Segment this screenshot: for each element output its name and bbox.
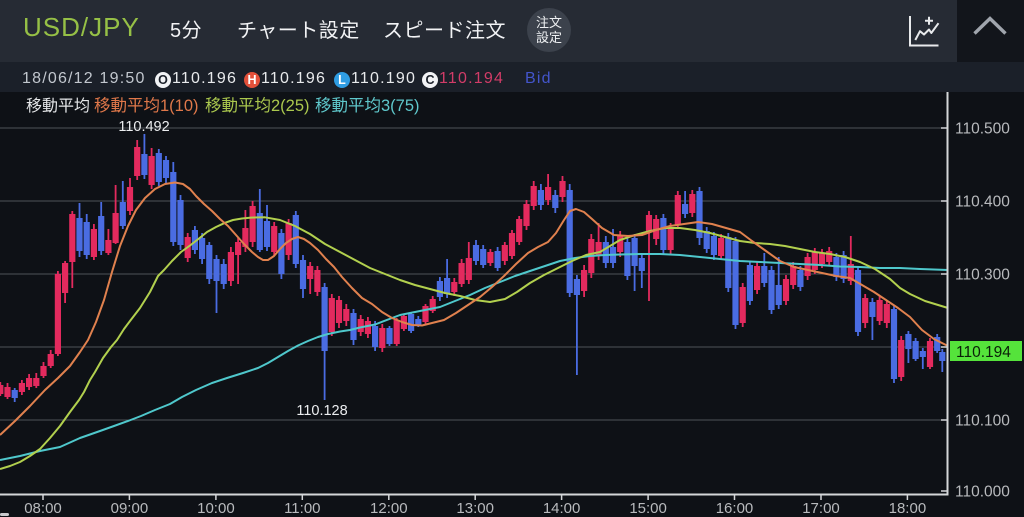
svg-text:110.300: 110.300 [955,267,1010,284]
svg-text:16:00: 16:00 [716,500,754,517]
svg-text:08:00: 08:00 [24,500,62,517]
svg-text:13:00: 13:00 [456,500,494,517]
svg-text:11:00: 11:00 [284,500,320,517]
svg-text:110.500: 110.500 [955,121,1010,138]
svg-text:14:00: 14:00 [543,500,581,517]
svg-text:110.194: 110.194 [956,344,1011,361]
svg-text:10:00: 10:00 [197,500,235,517]
svg-text:110.128: 110.128 [296,403,347,419]
svg-text:18:00: 18:00 [889,500,927,517]
svg-text:110.400: 110.400 [955,194,1010,211]
svg-text:17:00: 17:00 [802,500,840,517]
svg-text:110.492: 110.492 [118,119,169,135]
svg-text:12:00: 12:00 [370,500,408,517]
svg-text:110.000: 110.000 [955,484,1010,501]
svg-text:110.100: 110.100 [955,413,1010,430]
svg-text:09:00: 09:00 [111,500,149,517]
svg-text:15:00: 15:00 [629,500,667,517]
